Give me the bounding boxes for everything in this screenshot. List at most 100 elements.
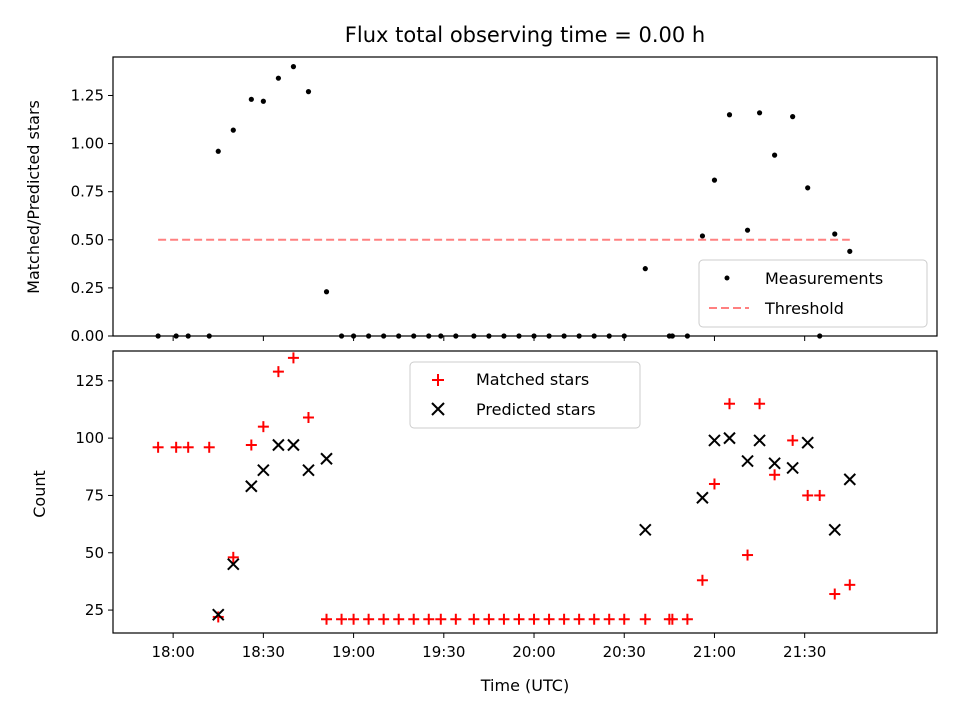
matched-star-point xyxy=(423,613,435,625)
y-tick-label: 1.25 xyxy=(71,86,104,104)
predicted-stars-series xyxy=(212,431,856,621)
matched-star-point xyxy=(696,574,708,586)
top-panel: Flux total observing time = 0.00 h Match… xyxy=(24,23,938,345)
legend-measurements-marker xyxy=(724,275,730,281)
bottom-x-ticks: 18:00 18:30 19:00 19:30 20:00 20:30 21:00 21:30 xyxy=(152,633,826,661)
matched-star-point xyxy=(363,613,375,625)
measurement-point xyxy=(290,64,297,70)
top-legend: Measurements Threshold xyxy=(698,259,928,328)
bottom-y-axis-label: Count xyxy=(30,470,49,518)
predicted-star-point xyxy=(272,438,285,452)
matched-star-point xyxy=(573,613,585,625)
matched-star-point xyxy=(513,613,525,625)
matched-star-point xyxy=(844,579,856,591)
matched-star-point xyxy=(708,478,720,490)
matched-star-point xyxy=(450,613,462,625)
predicted-star-point xyxy=(753,434,766,447)
matched-star-point xyxy=(203,441,215,453)
matched-star-point xyxy=(603,613,615,625)
matched-star-point xyxy=(170,441,182,453)
matched-star-point xyxy=(723,398,735,410)
matched-stars-series xyxy=(152,352,856,625)
top-legend-box xyxy=(698,259,928,328)
top-chart-title: Flux total observing time = 0.00 h xyxy=(345,23,705,47)
x-tick-label: 19:30 xyxy=(422,643,465,661)
matched-star-point xyxy=(182,441,194,453)
measurement-point xyxy=(248,96,254,102)
matched-star-point xyxy=(787,434,799,446)
top-y-axis-label: Matched/Predicted stars xyxy=(24,100,43,294)
bottom-x-axis-label: Time (UTC) xyxy=(480,676,569,695)
bottom-legend: Matched stars Predicted stars xyxy=(409,361,641,429)
legend-matched-marker xyxy=(432,374,444,386)
matched-star-point xyxy=(528,613,540,625)
predicted-star-point xyxy=(287,438,300,452)
predicted-star-point xyxy=(741,454,754,468)
y-tick-label: 0.25 xyxy=(71,279,104,297)
measurement-point xyxy=(699,233,706,239)
measurement-point xyxy=(772,152,778,158)
legend-matched-label: Matched stars xyxy=(476,370,589,389)
matched-star-point xyxy=(558,613,570,625)
measurement-point xyxy=(744,227,751,233)
predicted-star-point xyxy=(801,436,814,449)
legend-predicted-marker xyxy=(431,402,445,416)
measurement-point xyxy=(642,266,648,272)
y-tick-label: 100 xyxy=(75,429,104,447)
predicted-star-point xyxy=(227,558,240,571)
matched-star-point xyxy=(378,613,390,625)
x-tick-label: 20:30 xyxy=(603,643,646,661)
predicted-star-point xyxy=(843,473,856,486)
matched-star-point xyxy=(769,469,781,481)
measurement-point xyxy=(305,89,312,95)
bottom-plot-frame xyxy=(112,350,938,634)
bottom-y-ticks: 25 50 75 100 125 xyxy=(75,372,113,619)
predicted-star-point xyxy=(639,523,652,537)
y-tick-label: 25 xyxy=(85,601,104,619)
matched-star-point xyxy=(802,489,814,501)
matched-star-point xyxy=(287,352,299,364)
predicted-star-point xyxy=(257,464,270,477)
matched-star-point xyxy=(754,398,766,410)
matched-star-point xyxy=(227,551,239,563)
x-tick-label: 20:00 xyxy=(512,643,555,661)
predicted-star-point xyxy=(708,434,721,447)
predicted-star-point xyxy=(245,480,258,493)
predicted-star-point xyxy=(212,608,225,621)
measurement-point xyxy=(323,289,330,295)
matched-star-point xyxy=(245,439,257,451)
x-tick-label: 21:30 xyxy=(783,643,826,661)
measurement-point xyxy=(756,110,763,116)
matched-star-point xyxy=(498,613,510,625)
y-tick-label: 75 xyxy=(85,486,104,504)
matched-star-point xyxy=(742,549,754,561)
measurement-point xyxy=(832,231,838,237)
matched-star-point xyxy=(666,613,678,625)
predicted-star-point xyxy=(828,523,841,537)
y-tick-label: 125 xyxy=(75,372,104,390)
measurement-point xyxy=(805,185,811,191)
matched-star-point xyxy=(257,421,269,433)
matched-star-point xyxy=(814,489,826,501)
matched-star-point xyxy=(829,588,841,600)
x-tick-label: 18:30 xyxy=(242,643,285,661)
legend-threshold-label: Threshold xyxy=(764,299,844,318)
top-x-ticks xyxy=(172,336,806,341)
y-tick-label: 1.00 xyxy=(71,135,104,153)
predicted-star-point xyxy=(302,464,315,477)
x-tick-label: 19:00 xyxy=(332,643,375,661)
matched-star-point xyxy=(543,613,555,625)
bottom-panel: Count Time (UTC) 25 50 75 100 125 18:00 18:30… xyxy=(30,350,938,695)
x-tick-label: 18:00 xyxy=(152,643,195,661)
matched-star-point xyxy=(618,613,630,625)
measurement-point xyxy=(726,112,733,118)
matched-star-point xyxy=(408,613,420,625)
matched-star-point xyxy=(639,613,651,625)
matched-star-point xyxy=(302,411,314,423)
matched-star-point xyxy=(681,613,693,625)
top-y-ticks: 0.00 0.25 0.50 0.75 1.00 1.25 xyxy=(71,86,113,345)
matched-star-point xyxy=(348,613,360,625)
top-plot-frame xyxy=(112,56,938,337)
predicted-star-point xyxy=(723,431,736,445)
